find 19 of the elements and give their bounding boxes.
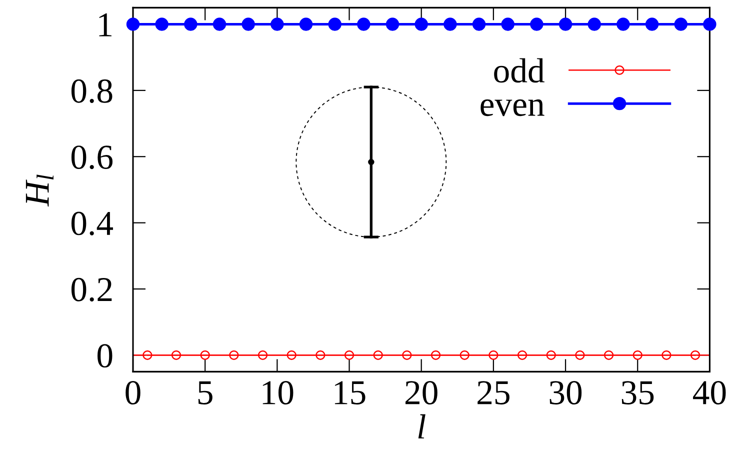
y-tick-label: 0.2 — [71, 278, 112, 302]
x-tick-label: 15 — [334, 381, 366, 404]
x-tick-label: 35 — [622, 381, 654, 404]
x-tick-label: 5 — [198, 381, 212, 404]
y-tick-label: 0 — [98, 344, 112, 368]
x-tick-label: 0 — [126, 381, 140, 404]
legend-label: even — [480, 99, 544, 116]
x-tick-label: 10 — [262, 381, 294, 404]
y-tick-label: 0.4 — [71, 212, 114, 236]
x-axis-title: l — [418, 414, 426, 438]
x-tick-label: 40 — [693, 381, 726, 404]
y-tick-label: 0.6 — [71, 146, 113, 170]
y-tick-label: 0.8 — [71, 79, 112, 103]
y-axis-title: H$_{l}$ — [26, 174, 54, 207]
x-tick-label: 30 — [550, 381, 582, 404]
legend-label: odd — [494, 58, 544, 83]
y-tick-label: 1 — [99, 13, 112, 36]
x-tick-label: 25 — [478, 381, 510, 404]
x-tick-label: 20 — [406, 381, 438, 404]
